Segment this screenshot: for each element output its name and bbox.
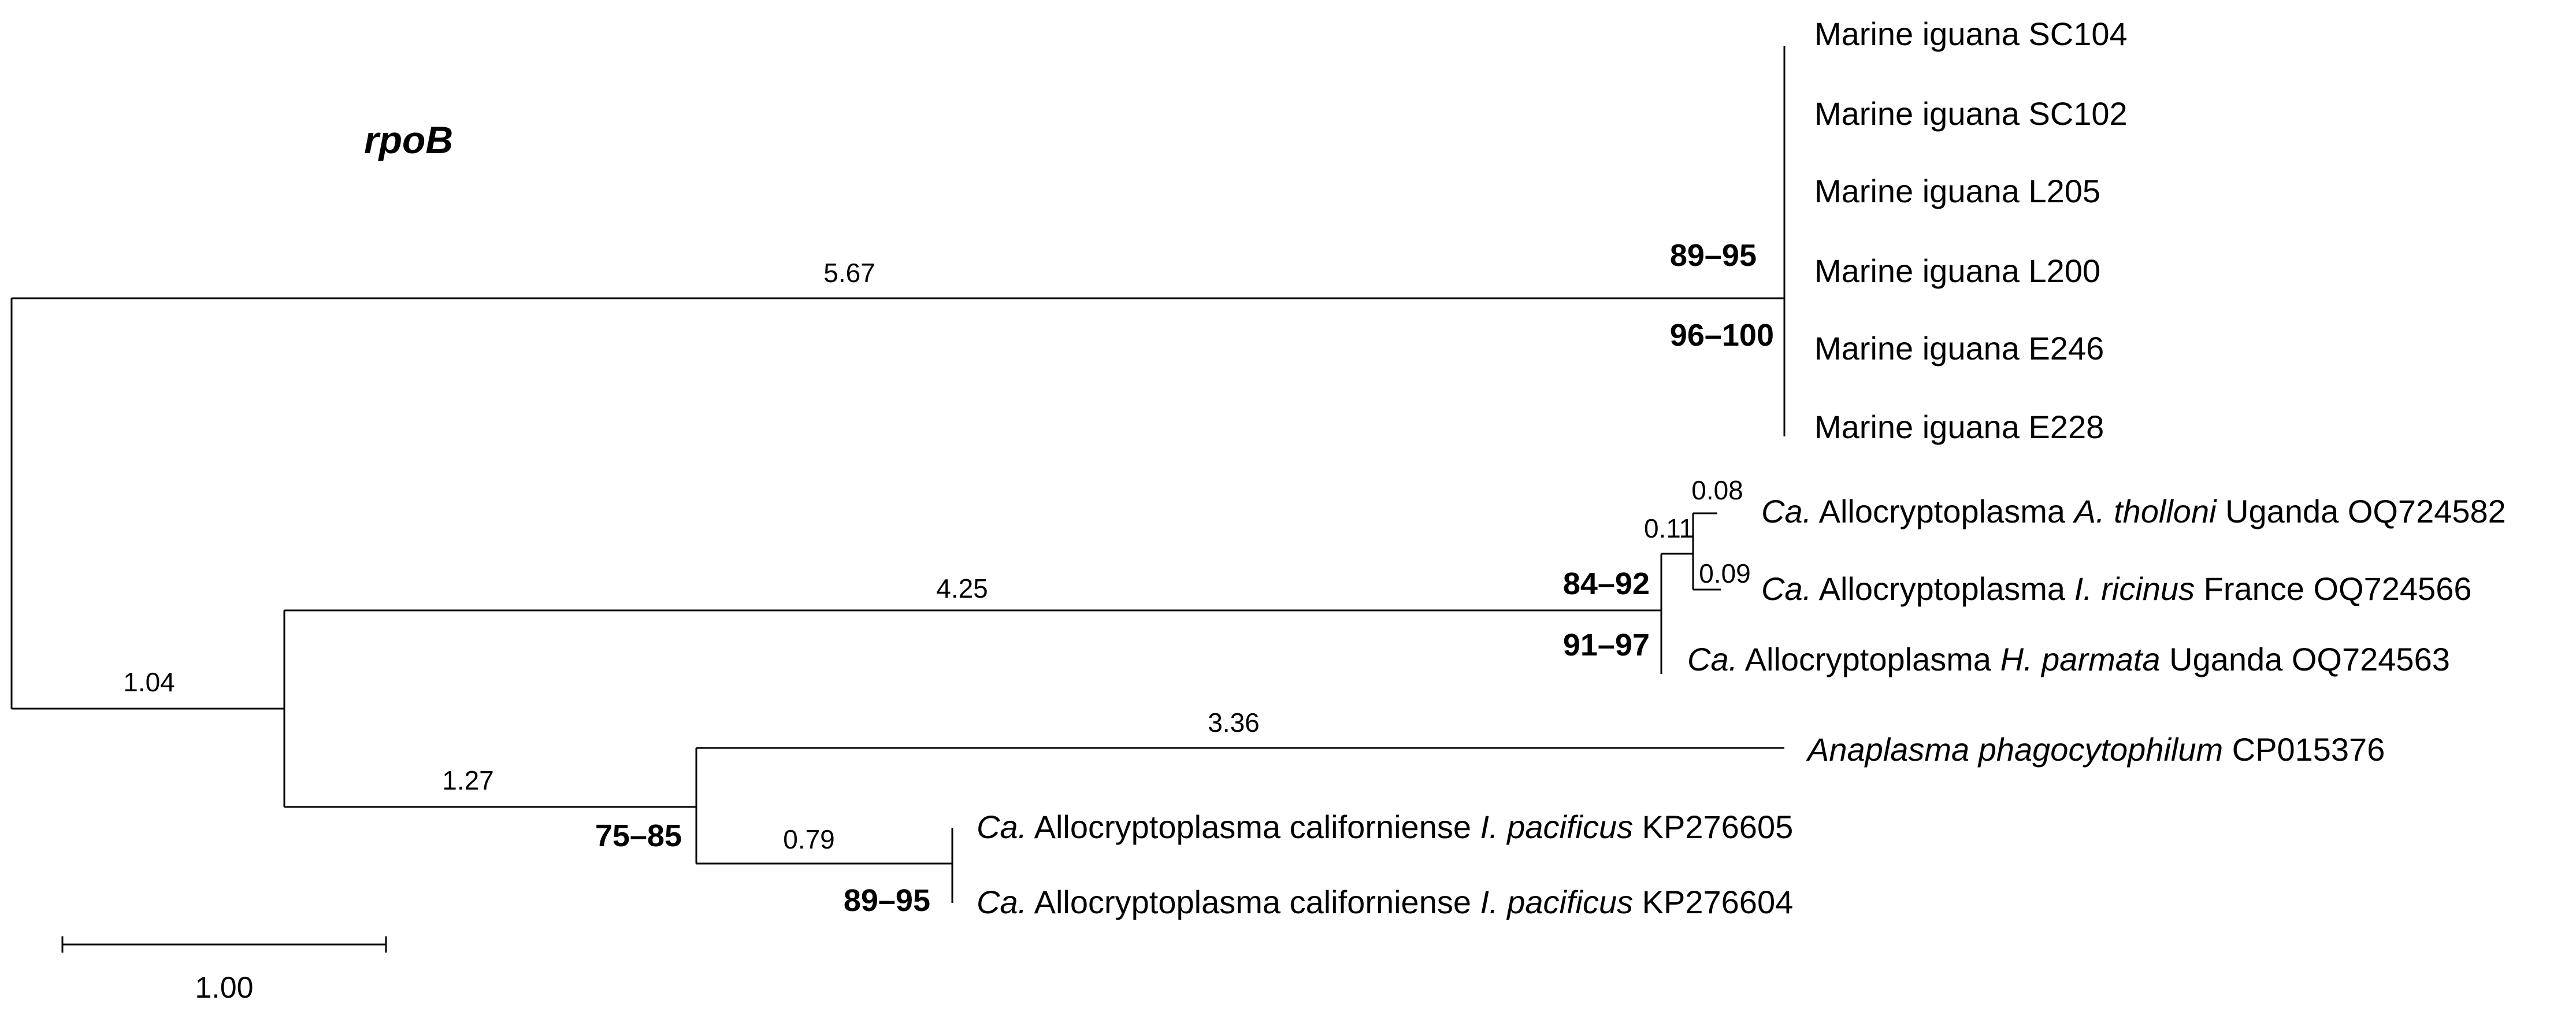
leaf-label-sc104: Marine iguana SC104 [1814, 16, 2128, 52]
leaf-label-parmata: Ca. Allocryptoplasma H. parmata Uganda O… [1687, 641, 2450, 677]
leaf-label-tholloni: Ca. Allocryptoplasma A. tholloni Uganda … [1761, 493, 2506, 529]
tree-title: rpoB [364, 118, 453, 161]
branch-length-label: 1.04 [123, 667, 175, 697]
support-value: 89–95 [844, 883, 930, 918]
support-value: 91–97 [1563, 628, 1650, 662]
support-value: 75–85 [595, 818, 682, 853]
leaf-label-e228: Marine iguana E228 [1814, 409, 2104, 445]
branch-length-label: 0.08 [1691, 475, 1743, 505]
leaf-label-kp276605: Ca. Allocryptoplasma californiense I. pa… [977, 809, 1793, 845]
branch-length-label: 0.11 [1644, 513, 1694, 543]
leaf-label-sc102: Marine iguana SC102 [1814, 95, 2128, 132]
leaf-label-anaplasma: Anaplasma phagocytophilum CP015376 [1806, 731, 2385, 768]
leaf-label-e246: Marine iguana E246 [1814, 330, 2104, 366]
branch-length-label: 3.36 [1208, 707, 1260, 738]
support-value: 84–92 [1563, 566, 1650, 601]
support-value: 89–95 [1670, 238, 1757, 273]
branch-length-label: 4.25 [936, 573, 988, 603]
leaf-label-ricinus: Ca. Allocryptoplasma I. ricinus France O… [1761, 571, 2471, 607]
leaf-label-l205: Marine iguana L205 [1814, 173, 2100, 209]
leaf-label-kp276604: Ca. Allocryptoplasma californiense I. pa… [977, 884, 1793, 920]
scale-bar-label: 1.00 [195, 971, 253, 1005]
leaf-label-l200: Marine iguana L200 [1814, 253, 2100, 289]
branch-length-label: 5.67 [823, 258, 875, 288]
branch-length-label: 0.79 [783, 824, 835, 854]
support-value: 96–100 [1670, 318, 1774, 353]
branch-length-label: 1.27 [442, 765, 494, 795]
scale-bar [61, 936, 387, 953]
branch-length-label: 0.09 [1699, 558, 1751, 588]
